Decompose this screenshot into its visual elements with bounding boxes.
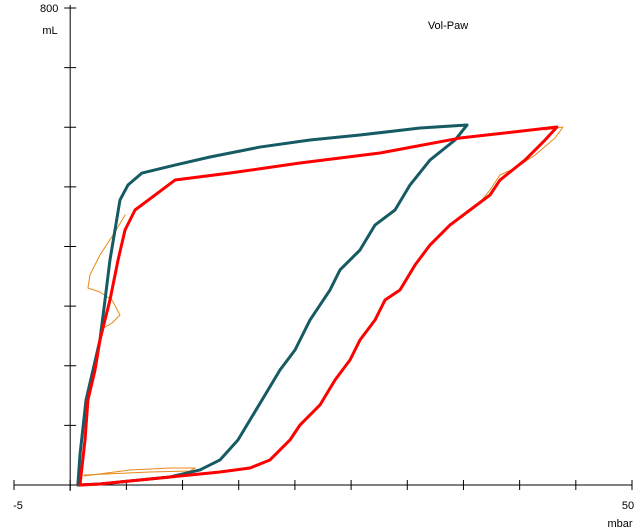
chart-title: Vol-Paw xyxy=(428,20,468,32)
x-tick-label: -5 xyxy=(13,500,23,512)
series-line xyxy=(78,125,559,487)
x-axis-label: mbar xyxy=(607,518,632,530)
y-axis-label: mL xyxy=(42,25,57,37)
series-line xyxy=(76,123,469,487)
y-tick-label: 800 xyxy=(40,3,58,15)
x-tick-label: 50 xyxy=(622,500,634,512)
